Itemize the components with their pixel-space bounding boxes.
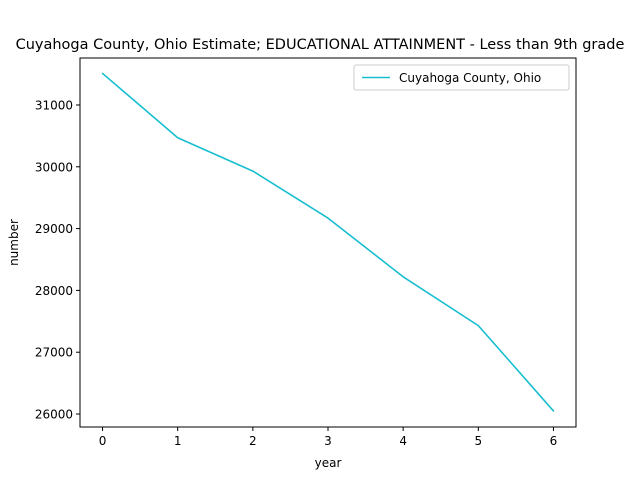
y-tick-label: 29000: [35, 222, 73, 236]
y-tick-label: 28000: [35, 284, 73, 298]
y-tick-label: 30000: [35, 160, 73, 174]
y-axis-label: number: [7, 219, 21, 266]
x-tick-label: 6: [550, 434, 558, 448]
x-tick-label: 2: [249, 434, 257, 448]
plot-frame: [79, 57, 577, 428]
chart-title: Cuyahoga County, Ohio Estimate; EDUCATIO…: [16, 37, 625, 53]
x-tick-label: 4: [399, 434, 407, 448]
x-tick-label: 3: [324, 434, 332, 448]
x-tick-label: 0: [99, 434, 107, 448]
series-layer: [101, 72, 555, 412]
y-axis-ticks: 26000 27000 28000 29000 30000 31000: [35, 98, 80, 422]
y-tick-label: 31000: [35, 98, 73, 112]
x-tick-label: 1: [174, 434, 182, 448]
x-tick-label: 5: [474, 434, 482, 448]
series-line-0: [101, 72, 555, 412]
x-axis-ticks: 0 1 2 3 4 5 6: [99, 427, 558, 448]
x-axis-label: year: [315, 456, 342, 470]
legend-label: Cuyahoga County, Ohio: [399, 71, 541, 85]
plot-area: [80, 58, 576, 427]
y-tick-label: 27000: [35, 346, 73, 360]
legend: Cuyahoga County, Ohio: [353, 64, 570, 91]
legend-box: [353, 64, 570, 91]
y-tick-label: 26000: [35, 408, 73, 422]
